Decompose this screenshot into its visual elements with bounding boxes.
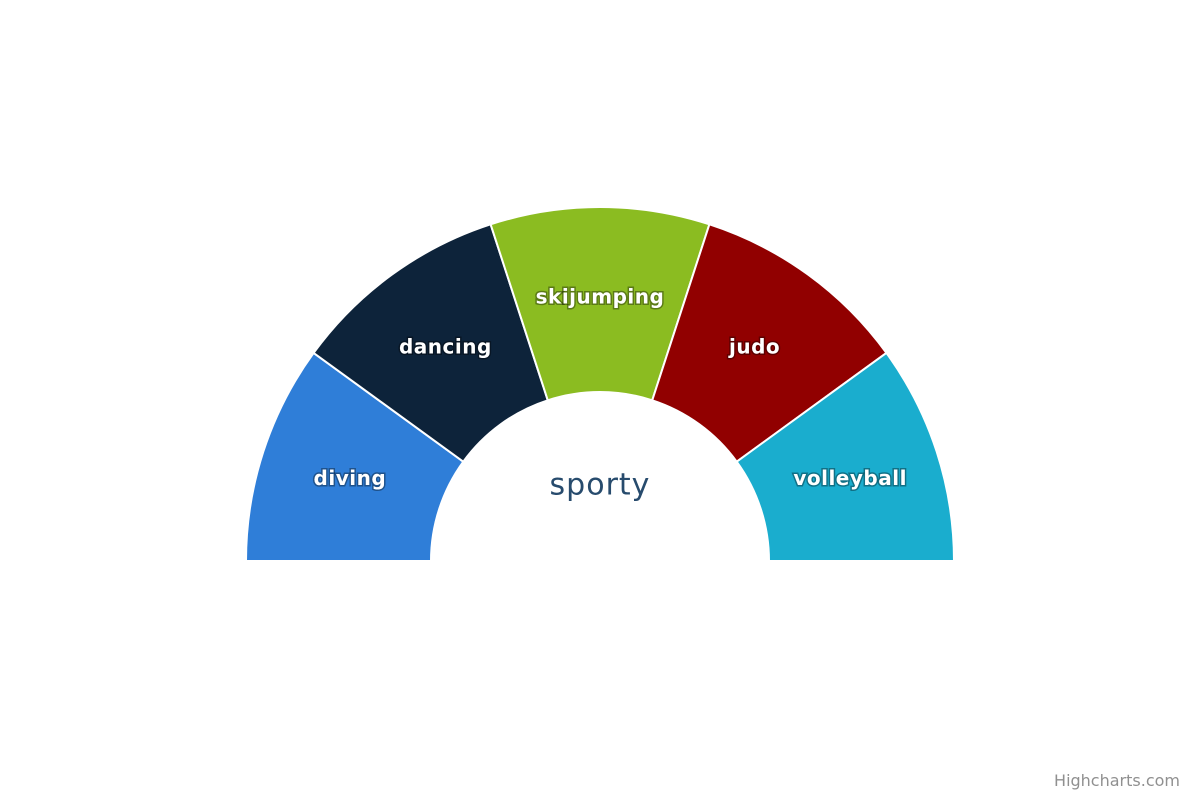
slice-dancing[interactable]: [312, 223, 549, 463]
slice-skijumping[interactable]: [489, 206, 711, 402]
slice-label-diving: diving: [314, 466, 387, 490]
slice-volleyball[interactable]: [735, 351, 955, 562]
slice-judo[interactable]: [651, 223, 888, 463]
credits-link[interactable]: Highcharts.com: [1054, 771, 1180, 790]
chart-slice-labels: diving dancing skijumping judo volleyball: [312, 283, 908, 492]
slice-label-dancing: dancing: [399, 335, 492, 359]
chart-title: sporty: [550, 468, 651, 503]
slice-label-skijumping: skijumping: [536, 285, 665, 309]
chart-slices: [245, 206, 955, 562]
slice-label-judo: judo: [728, 335, 780, 359]
slice-label-volleyball: volleyball: [793, 466, 907, 490]
slice-diving[interactable]: [245, 351, 465, 562]
